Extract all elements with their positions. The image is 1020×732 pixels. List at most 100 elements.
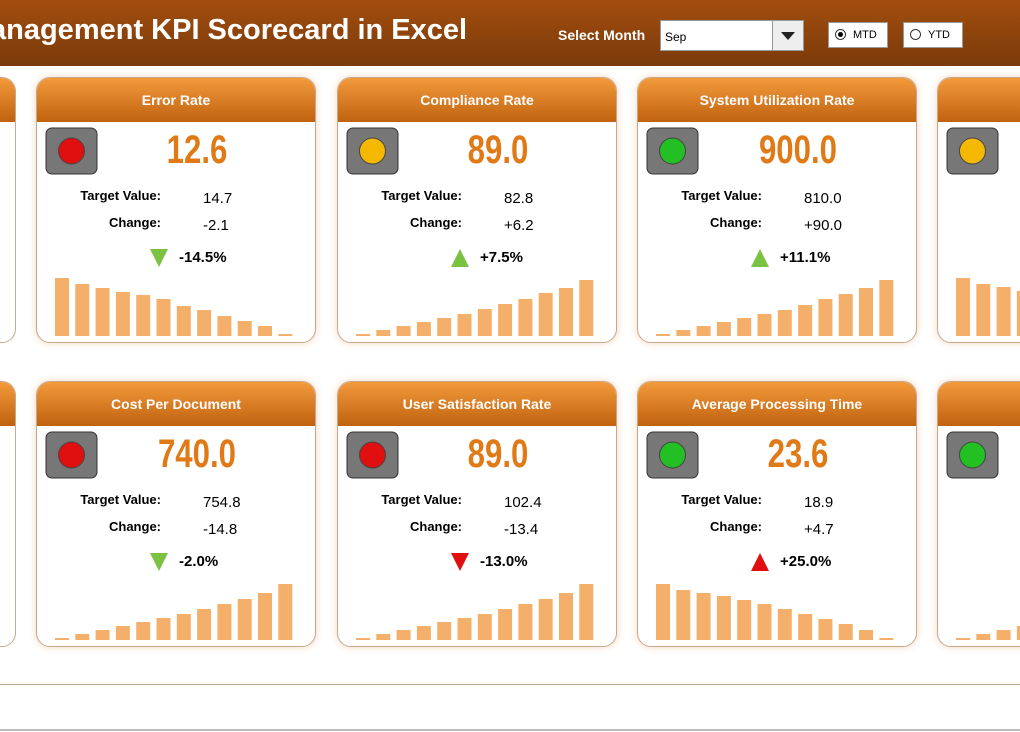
target-value: 754.8: [203, 494, 241, 511]
bar: [656, 334, 670, 336]
trend-bars: [55, 584, 293, 640]
bar: [176, 306, 191, 336]
light-bulb: [359, 441, 386, 469]
bar: [716, 322, 731, 336]
light-bulb: [58, 441, 85, 469]
change-label: Change:: [109, 519, 161, 534]
change-value: +4.7: [804, 521, 834, 538]
change-label: Change:: [109, 215, 161, 230]
bar: [197, 310, 212, 336]
bar: [838, 294, 853, 336]
card-title: User Satisfaction Rate: [338, 382, 616, 426]
change-percent: +11.1%: [780, 249, 831, 266]
light-bulb: [959, 441, 986, 469]
bar: [559, 593, 573, 640]
bar: [696, 326, 711, 336]
dropdown-button[interactable]: [772, 21, 803, 50]
bar: [416, 626, 431, 640]
month-value: Sep: [665, 30, 687, 44]
trend-bars: [55, 278, 293, 336]
target-value: 14.7: [203, 190, 233, 207]
status-light: [45, 431, 98, 479]
bar: [757, 604, 772, 640]
card-partial: [0, 381, 16, 647]
bar: [996, 287, 1011, 336]
change-percent: -13.0%: [480, 553, 528, 570]
kpi-value: 89.0: [467, 432, 529, 476]
trend-arrow: [451, 553, 469, 571]
card-title: System Utilization Rate: [638, 78, 916, 122]
kpi-value: 23.6: [767, 432, 829, 476]
bar: [818, 299, 833, 336]
bar: [757, 314, 772, 336]
bar: [1016, 291, 1020, 336]
select-label: Select Month: [558, 27, 646, 43]
status-light: [45, 127, 98, 175]
bar: [237, 599, 252, 640]
target-value: 18.9: [804, 494, 834, 511]
bar: [55, 638, 69, 640]
change-value: -14.8: [203, 521, 238, 538]
bar: [75, 284, 90, 336]
change-percent: -2.0%: [179, 553, 219, 570]
trend-arrow: [751, 249, 769, 267]
bar: [777, 609, 792, 640]
bar: [278, 584, 293, 640]
bar: [356, 638, 370, 640]
change-value: -2.1: [203, 217, 229, 234]
trend-bars: [656, 280, 894, 336]
bar: [518, 299, 533, 336]
trend-arrow: [451, 249, 469, 267]
arrow-shape: [451, 553, 469, 571]
light-bulb: [959, 137, 986, 165]
arrow-shape: [451, 249, 469, 267]
status-light: [346, 127, 399, 175]
bar: [396, 630, 411, 640]
kpi-card: User Satisfaction Rate 89.0 Target Value: C…: [337, 381, 617, 647]
bar: [798, 305, 813, 336]
bar: [696, 593, 711, 640]
bar: [237, 321, 252, 336]
bar: [498, 304, 513, 336]
month-dropdown[interactable]: Sep: [660, 20, 804, 51]
bar: [518, 604, 533, 640]
kpi-card: Compliance Rate 89.0 Target Value: Change: 8…: [337, 77, 617, 343]
trend-arrow: [751, 553, 769, 571]
bar: [477, 614, 492, 640]
bar: [559, 288, 573, 336]
target-value: 810.0: [804, 190, 842, 207]
bar: [416, 322, 431, 336]
bar: [976, 634, 991, 640]
change-value: +6.2: [504, 217, 534, 234]
radio-dot: [910, 29, 921, 40]
bar: [258, 326, 272, 336]
bar: [1016, 626, 1020, 640]
radio-mtd[interactable]: MTD: [828, 22, 888, 48]
change-percent: +25.0%: [780, 553, 832, 570]
bar: [75, 634, 90, 640]
kpi-card: System Utilization Rate 900.0 Target Value…: [637, 77, 917, 343]
bar: [115, 626, 130, 640]
bar: [136, 622, 151, 640]
change-value: +90.0: [804, 217, 842, 234]
bar: [156, 299, 171, 336]
bar: [278, 334, 293, 336]
status-light: [946, 431, 999, 479]
bar: [217, 316, 232, 336]
change-percent: -14.5%: [179, 249, 227, 266]
target-label: Target Value:: [681, 188, 762, 203]
bar: [498, 609, 513, 640]
bar: [176, 614, 191, 640]
card-title: Cost Per Document: [37, 382, 315, 426]
card-title: Error Rate: [37, 78, 315, 122]
kpi-card: UnauthoriTargetC: [937, 381, 1020, 647]
bar: [818, 619, 833, 640]
header: anagement KPI Scorecard in Excel Select …: [0, 0, 1020, 66]
trend-bars: [956, 626, 1020, 640]
bar: [716, 596, 731, 640]
bar: [676, 330, 691, 336]
bar: [737, 318, 752, 336]
trend-bars: [356, 584, 594, 640]
kpi-card: Error Rate 12.6 Target Value: Change: 14.7 -2…: [36, 77, 316, 343]
radio-ytd[interactable]: YTD: [903, 22, 963, 48]
